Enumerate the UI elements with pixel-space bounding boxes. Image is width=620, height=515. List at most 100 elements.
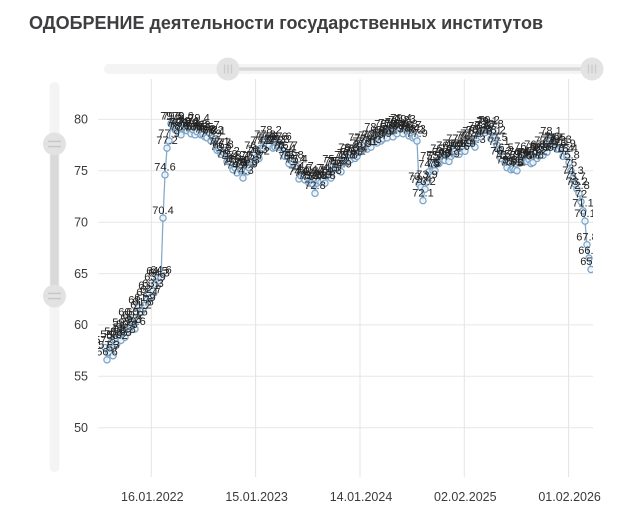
svg-text:74.3: 74.3 — [562, 165, 583, 177]
svg-text:76.1: 76.1 — [508, 146, 529, 158]
svg-text:74.9: 74.9 — [236, 159, 257, 171]
svg-text:77.6: 77.6 — [266, 131, 287, 143]
svg-text:77.7: 77.7 — [358, 130, 379, 142]
svg-text:79.2: 79.2 — [388, 114, 409, 126]
svg-text:75.2: 75.2 — [324, 156, 345, 168]
svg-text:76.5: 76.5 — [532, 142, 553, 154]
svg-text:70.4: 70.4 — [152, 205, 173, 217]
svg-text:78.9: 78.9 — [166, 118, 187, 130]
svg-text:78.5: 78.5 — [364, 122, 385, 134]
svg-text:71.1: 71.1 — [572, 198, 593, 210]
svg-text:73.2: 73.2 — [414, 176, 435, 188]
svg-text:78.4: 78.4 — [398, 123, 419, 135]
svg-text:77: 77 — [219, 137, 231, 149]
svg-text:76.4: 76.4 — [342, 143, 363, 155]
svg-text:75.9: 75.9 — [438, 148, 459, 160]
svg-text:76.5: 76.5 — [338, 142, 359, 154]
svg-text:76.4: 76.4 — [274, 143, 295, 155]
svg-text:76.4: 76.4 — [552, 143, 573, 155]
svg-text:74.2: 74.2 — [312, 166, 333, 178]
svg-text:67.8: 67.8 — [576, 232, 597, 244]
svg-text:76.7: 76.7 — [272, 140, 293, 152]
svg-text:76: 76 — [439, 147, 451, 159]
svg-text:78.2: 78.2 — [484, 125, 505, 137]
svg-text:75.4: 75.4 — [322, 153, 343, 165]
svg-text:73.9: 73.9 — [310, 169, 331, 181]
svg-text:50: 50 — [74, 421, 88, 435]
svg-text:78.6: 78.6 — [386, 121, 407, 133]
svg-text:74: 74 — [313, 168, 325, 180]
svg-text:60.2: 60.2 — [122, 310, 143, 322]
svg-text:77.4: 77.4 — [354, 133, 375, 145]
svg-text:75.7: 75.7 — [420, 150, 441, 162]
svg-text:77.5: 77.5 — [544, 132, 565, 144]
svg-text:63.1: 63.1 — [138, 280, 159, 292]
svg-text:75.8: 75.8 — [522, 149, 543, 161]
svg-text:75.1: 75.1 — [500, 157, 521, 169]
svg-text:78.2: 78.2 — [402, 125, 423, 137]
svg-text:74.1: 74.1 — [294, 167, 315, 179]
svg-text:76.2: 76.2 — [248, 145, 269, 157]
svg-text:78.2: 78.2 — [260, 125, 281, 137]
svg-text:75.7: 75.7 — [278, 150, 299, 162]
svg-text:76.6: 76.6 — [448, 141, 469, 153]
svg-text:74.8: 74.8 — [226, 160, 247, 172]
svg-text:59.3: 59.3 — [116, 319, 137, 331]
svg-text:78.1: 78.1 — [462, 126, 483, 138]
svg-text:78.7: 78.7 — [198, 120, 219, 132]
svg-text:78.8: 78.8 — [186, 119, 207, 131]
svg-text:78.5: 78.5 — [190, 122, 211, 134]
svg-text:78.9: 78.9 — [378, 118, 399, 130]
svg-text:75.9: 75.9 — [516, 148, 537, 160]
svg-text:76.1: 76.1 — [340, 146, 361, 158]
svg-text:72.8: 72.8 — [568, 180, 589, 192]
svg-text:79.2: 79.2 — [478, 114, 499, 126]
svg-text:77.2: 77.2 — [262, 135, 283, 147]
svg-text:75.3: 75.3 — [224, 155, 245, 167]
svg-text:77.9: 77.9 — [406, 128, 427, 140]
svg-text:78.7: 78.7 — [474, 120, 495, 132]
svg-text:77.8: 77.8 — [254, 129, 275, 141]
svg-text:73.2: 73.2 — [566, 176, 587, 188]
svg-text:77.2: 77.2 — [534, 135, 555, 147]
svg-text:77.7: 77.7 — [456, 130, 477, 142]
svg-text:78: 78 — [373, 127, 385, 139]
svg-text:75.8: 75.8 — [334, 149, 355, 161]
svg-text:76.7: 76.7 — [276, 140, 297, 152]
svg-text:75.8: 75.8 — [494, 149, 515, 161]
svg-text:77.7: 77.7 — [366, 130, 387, 142]
svg-text:78.3: 78.3 — [194, 124, 215, 136]
svg-text:76.1: 76.1 — [518, 146, 539, 158]
svg-text:78.2: 78.2 — [202, 125, 223, 137]
svg-text:73.9: 73.9 — [416, 169, 437, 181]
svg-text:77.1: 77.1 — [488, 136, 509, 148]
svg-text:02.02.2025: 02.02.2025 — [434, 490, 497, 504]
svg-text:75.7: 75.7 — [520, 150, 541, 162]
svg-text:60.5: 60.5 — [118, 307, 139, 319]
svg-text:77.9: 77.9 — [460, 128, 481, 140]
svg-text:75.1: 75.1 — [234, 157, 255, 169]
svg-text:76.9: 76.9 — [442, 138, 463, 150]
svg-text:75.7: 75.7 — [428, 150, 449, 162]
svg-text:77.2: 77.2 — [250, 135, 271, 147]
svg-text:75.2: 75.2 — [502, 156, 523, 168]
svg-text:76.2: 76.2 — [490, 145, 511, 157]
svg-text:76.8: 76.8 — [536, 139, 557, 151]
svg-text:79.4: 79.4 — [390, 112, 411, 124]
svg-text:77.2: 77.2 — [156, 135, 177, 147]
svg-text:77.9: 77.9 — [370, 128, 391, 140]
svg-text:60: 60 — [74, 318, 88, 332]
svg-text:76.7: 76.7 — [244, 140, 265, 152]
svg-text:61.9: 61.9 — [134, 292, 155, 304]
svg-text:75.8: 75.8 — [510, 149, 531, 161]
svg-text:73.7: 73.7 — [564, 171, 585, 183]
svg-text:77.1: 77.1 — [356, 136, 377, 148]
svg-text:78.1: 78.1 — [480, 126, 501, 138]
svg-text:78.5: 78.5 — [184, 122, 205, 134]
svg-text:59.8: 59.8 — [120, 314, 141, 326]
svg-text:78.8: 78.8 — [384, 119, 405, 131]
svg-text:78.1: 78.1 — [540, 126, 561, 138]
svg-text:62.4: 62.4 — [136, 287, 157, 299]
svg-text:80: 80 — [74, 113, 88, 127]
svg-text:65: 65 — [74, 267, 88, 281]
